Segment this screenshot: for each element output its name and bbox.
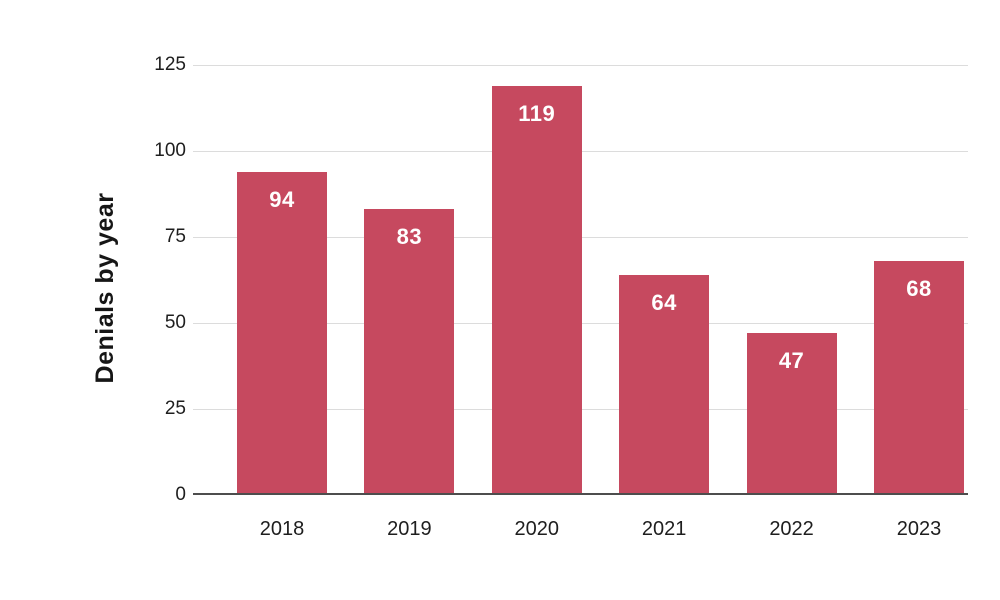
y-tick-label-50: 50	[164, 312, 186, 333]
x-axis-label-2022: 2022	[769, 518, 814, 540]
x-axis-label-2018: 2018	[259, 518, 305, 540]
y-tick-label-0: 0	[175, 484, 186, 505]
x-axis-label-2021: 2021	[641, 518, 687, 540]
bar-2020: 119	[491, 86, 582, 495]
y-tick-label-100: 100	[154, 140, 186, 161]
x-axis-baseline	[193, 493, 968, 495]
y-tick-label-25: 25	[164, 398, 186, 419]
bar-value-2018: 94	[269, 187, 295, 212]
bar-value-2019: 83	[396, 224, 423, 249]
bar-2022: 47	[746, 333, 837, 495]
bar-value-2022: 47	[778, 348, 805, 373]
bar-2023: 68	[873, 261, 964, 495]
bar-value-2023: 68	[906, 276, 932, 301]
x-axis-label-2019: 2019	[387, 518, 432, 540]
bar-2021: 64	[619, 275, 710, 495]
x-axis-label-2023: 2023	[896, 518, 942, 540]
bars-row: 94 83 119 64 47 68	[193, 65, 968, 495]
bar-2018: 94	[237, 172, 327, 495]
y-tick-label-75: 75	[164, 226, 186, 247]
plot-area: 94 83 119 64 47 68	[193, 65, 968, 495]
x-axis-label-2020: 2020	[514, 518, 560, 540]
bar-2019: 83	[364, 209, 455, 495]
y-axis-title: Denials by year	[91, 192, 119, 384]
gridline-125	[193, 65, 968, 66]
x-axis-labels: 2018 2019 2020 2021 2022 2023	[193, 516, 968, 542]
y-tick-label-125: 125	[154, 54, 186, 75]
bar-value-2020: 119	[518, 101, 556, 126]
bar-value-2021: 64	[651, 290, 677, 315]
